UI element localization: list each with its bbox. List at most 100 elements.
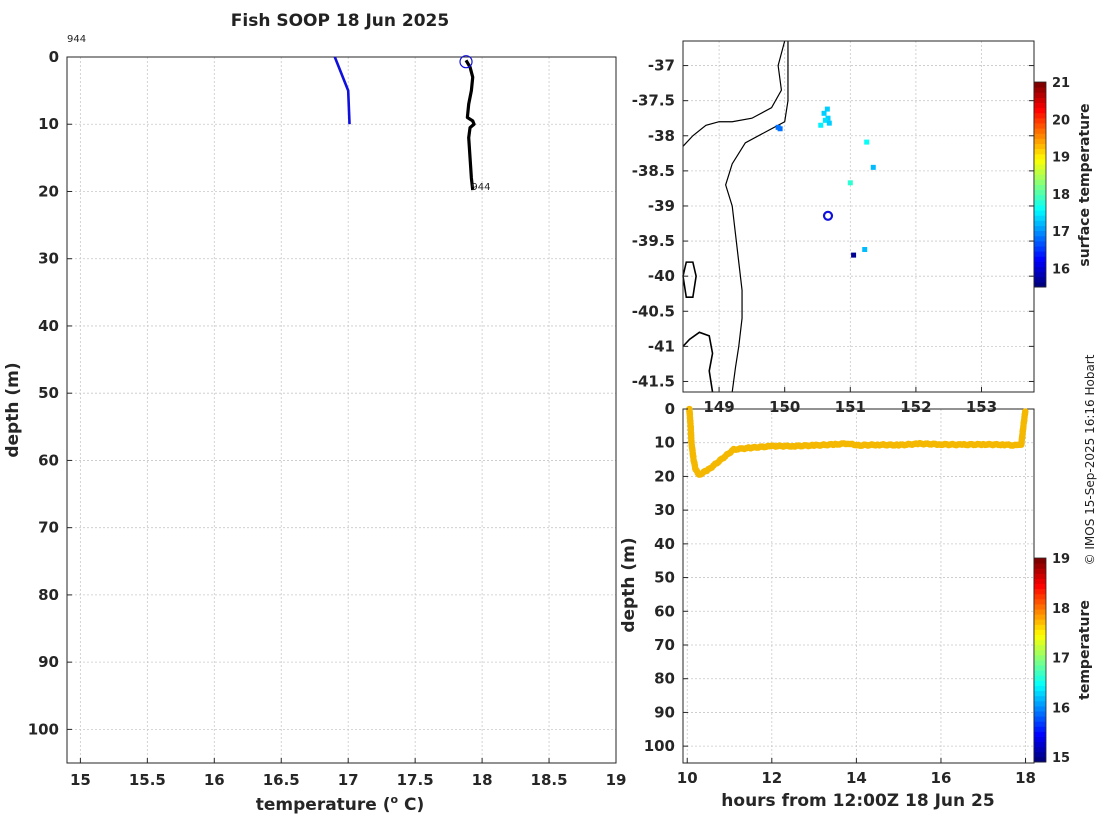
section-colorbar-segment	[1034, 756, 1046, 763]
map-island	[682, 261, 697, 299]
section-colorbar-segment	[1034, 634, 1046, 641]
section-frame	[682, 408, 1035, 764]
section-colorbar-segment	[1034, 736, 1046, 743]
section-colorbar-segment	[1034, 680, 1046, 686]
profile-annotation: 944	[67, 34, 86, 45]
map-colorbar-segment	[1034, 194, 1046, 201]
profile-y-tick-label: 30	[38, 250, 59, 268]
map-y-tick-label: -37	[648, 57, 675, 75]
section-y-tick-label: 60	[654, 602, 675, 620]
section-colorbar-tick-label: 17	[1052, 652, 1070, 667]
map-colorbar-segment	[1034, 225, 1046, 232]
section-y-tick-label: 70	[654, 636, 675, 654]
profile-x-tick-label: 16.5	[263, 771, 300, 789]
map-data-point	[821, 110, 827, 116]
section-y-tick-label: 90	[654, 703, 675, 721]
section-colorbar-segment	[1034, 629, 1046, 635]
section-colorbar-segment	[1034, 654, 1046, 661]
profile-series	[333, 55, 476, 191]
credit-text: © IMOS 15-Sep-2025 16:16 Hobart	[1083, 354, 1097, 565]
map-colorbar-segment	[1034, 133, 1046, 139]
section-colorbar-segment	[1034, 675, 1046, 681]
map-colorbar-segment	[1034, 82, 1046, 88]
section-colorbar-segment	[1034, 588, 1046, 595]
map-colorbar-segment	[1034, 230, 1046, 237]
section-colorbar-segment	[1034, 690, 1046, 697]
map-colorbar-segment	[1034, 87, 1046, 93]
map-colorbar-segment	[1034, 117, 1046, 124]
map-data-point	[818, 122, 824, 128]
map-data-point	[825, 115, 831, 121]
map-y-tick-label: -39.5	[632, 232, 675, 250]
map-colorbar-tick-label: 17	[1052, 225, 1070, 240]
section-y-tick-label: 50	[654, 569, 675, 587]
section-y-tick-label: 100	[644, 737, 675, 755]
section-x-tick-label: 18	[1015, 769, 1036, 787]
section-y-tick-label: 20	[654, 467, 675, 485]
section-colorbar-segment	[1034, 593, 1046, 600]
map-data-point	[870, 164, 876, 170]
map-data-point	[777, 126, 783, 132]
section-colorbar-segment	[1034, 700, 1046, 707]
map-colorbar-segment	[1034, 205, 1046, 211]
profile-x-tick-label: 18	[472, 771, 493, 789]
section-colorbar-segment	[1034, 639, 1046, 646]
section-colorbar-segment	[1034, 619, 1046, 625]
section-colorbar-segment	[1034, 614, 1046, 620]
section-colorbar-label: temperature	[1077, 600, 1093, 700]
map-colorbar-segment	[1034, 107, 1046, 114]
map-colorbar-segment	[1034, 210, 1046, 216]
map-colorbar-tick-label: 18	[1052, 188, 1070, 203]
map-colorbar-segment	[1034, 143, 1046, 150]
map-colorbar-segment	[1034, 112, 1046, 119]
section-x-ticks: 10 12 14 16 18	[677, 758, 1036, 787]
profile-y-axis-label: depth (m)	[3, 362, 23, 457]
profile-grid	[67, 56, 617, 763]
profile-start-marker	[459, 55, 473, 69]
map-data-point	[847, 180, 853, 186]
section-y-tick-label: 80	[654, 670, 675, 688]
map-colorbar-label: surface temperature	[1077, 103, 1093, 266]
map-y-tick-label: -40	[648, 267, 675, 285]
map-shelf-edge	[725, 41, 789, 393]
profile-x-tick-label: 17	[338, 771, 359, 789]
map-colorbar-segment	[1034, 189, 1046, 196]
map-data-point	[826, 120, 832, 126]
section-colorbar-tick-label: 18	[1052, 602, 1070, 617]
section-colorbar-segment	[1034, 598, 1046, 605]
section-colorbar-segment	[1034, 670, 1046, 676]
map-colorbar-segment	[1034, 220, 1046, 226]
map-colorbar-frame	[1033, 81, 1047, 288]
map-colorbar-segment	[1034, 251, 1046, 257]
profile-x-tick-label: 15	[70, 771, 91, 789]
map-points	[775, 106, 876, 258]
map-colorbar-segment	[1034, 266, 1046, 273]
map-colorbar-segment	[1034, 123, 1046, 129]
profile-y-tick-label: 50	[38, 384, 59, 402]
map-colorbar-segment	[1034, 92, 1046, 98]
profile-y-tick-label: 70	[38, 519, 59, 537]
map-y-tick-label: -41	[648, 337, 675, 355]
map-colorbar-segment	[1034, 215, 1046, 221]
profile-y-tick-label: 90	[38, 653, 59, 671]
section-colorbar-segment	[1034, 649, 1046, 656]
section-colorbar-segment	[1034, 644, 1046, 651]
section-data-point	[1021, 408, 1029, 415]
map-colorbar-tick-label: 20	[1052, 113, 1070, 128]
map-colorbar: 16 17 18 19 20 21	[1033, 76, 1070, 288]
map-colorbar-segment	[1034, 174, 1046, 180]
section-colorbar-segment	[1034, 568, 1046, 574]
section-x-tick-label: 14	[846, 769, 867, 787]
profile-x-tick-label: 19	[606, 771, 627, 789]
profile-y-ticks: 0 10 20 30 40 50 60 70 80 90 100	[28, 48, 72, 738]
profile-series-line	[464, 59, 476, 191]
map-x-tick-label: 153	[966, 398, 997, 416]
section-colorbar-segment	[1034, 716, 1046, 722]
map-colorbar-segment	[1034, 199, 1046, 206]
map-colorbar-tick-label: 19	[1052, 151, 1070, 166]
profile-x-tick-label: 15.5	[129, 771, 166, 789]
map-colorbar-segment	[1034, 281, 1046, 288]
section-colorbar-segment	[1034, 731, 1046, 737]
map-x-tick-label: 149	[703, 398, 734, 416]
section-colorbar-segment	[1034, 660, 1046, 666]
